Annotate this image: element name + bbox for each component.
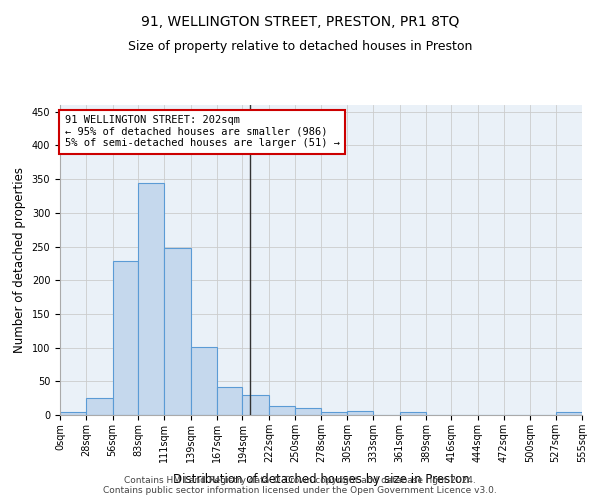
Bar (322, 412, 347, 415)
Bar (242, 395, 269, 415)
Bar (269, 406, 295, 415)
Bar (164, 248, 191, 415)
Bar (347, 411, 373, 415)
Bar (60, 412, 86, 415)
Bar (138, 183, 164, 415)
Y-axis label: Number of detached properties: Number of detached properties (13, 167, 26, 353)
X-axis label: Distribution of detached houses by size in Preston: Distribution of detached houses by size … (173, 473, 469, 486)
Bar (295, 408, 322, 415)
Bar (86, 398, 113, 415)
Bar (556, 412, 582, 415)
Text: 91 WELLINGTON STREET: 202sqm
← 95% of detached houses are smaller (986)
5% of se: 91 WELLINGTON STREET: 202sqm ← 95% of de… (65, 115, 340, 148)
Text: 91, WELLINGTON STREET, PRESTON, PR1 8TQ: 91, WELLINGTON STREET, PRESTON, PR1 8TQ (141, 15, 459, 29)
Text: Size of property relative to detached houses in Preston: Size of property relative to detached ho… (128, 40, 472, 53)
Text: Contains HM Land Registry data © Crown copyright and database right 2024.
Contai: Contains HM Land Registry data © Crown c… (103, 476, 497, 495)
Bar (113, 262, 138, 415)
Bar (217, 388, 242, 415)
Bar (400, 412, 426, 415)
Bar (191, 347, 217, 415)
